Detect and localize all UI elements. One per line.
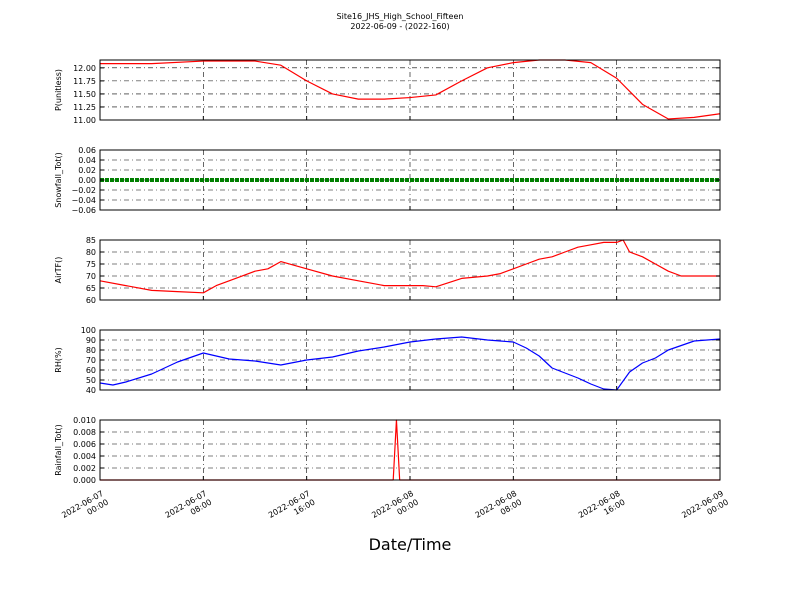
panel-2-ytick-label-1: −0.04 xyxy=(71,196,96,205)
panel-3-ylabel: AirTF() xyxy=(54,257,63,284)
panel-2: −0.06−0.04−0.020.000.020.040.06 Snowfall_… xyxy=(54,146,721,215)
panel-3-ytick-label-0: 60 xyxy=(86,296,96,305)
panel-1-ytick-label-2: 11.50 xyxy=(73,90,96,99)
panel-5-ytick-label-5: 0.010 xyxy=(73,416,96,425)
chart-title-line2: 2022-06-09 - (2022-160) xyxy=(350,22,449,31)
panel-2-ytick-label-4: 0.02 xyxy=(78,166,96,175)
panel-4-ytick-label-2: 60 xyxy=(86,366,96,375)
panel-4-ytick-label-1: 50 xyxy=(86,376,96,385)
panel-4-ytick-label-0: 40 xyxy=(86,386,96,395)
panel-1-series-line xyxy=(100,59,721,120)
panel-3: 60 65 70 75 80 85 AirTF() xyxy=(54,236,721,305)
panel-1-ytick-label-3: 11.75 xyxy=(73,77,96,86)
panel-2-ytick-label-2: −0.02 xyxy=(71,186,96,195)
panel-2-ytick-label-5: 0.04 xyxy=(78,156,96,165)
x-axis-label: Date/Time xyxy=(369,535,452,554)
panel-3-ytick-label-1: 65 xyxy=(86,284,96,293)
panel-4-ytick-label-3: 70 xyxy=(86,356,96,365)
panel-1: 11.00 11.25 11.50 11.75 12.00 P(unitless) xyxy=(54,59,721,125)
panel-3-ytick-label-4: 80 xyxy=(86,248,96,257)
panel-1-ytick-label-0: 11.00 xyxy=(73,116,96,125)
panel-4-ytick-label-6: 100 xyxy=(81,326,96,335)
panel-5-ytick-label-2: 0.004 xyxy=(73,452,96,461)
panel-4-series-line xyxy=(99,336,721,391)
panel-4-ylabel: RH(%) xyxy=(54,347,63,372)
chart-title-line1: Site16_JHS_High_School_Fifteen xyxy=(337,12,464,21)
panel-5-ytick-label-4: 0.008 xyxy=(73,428,96,437)
panel-4-ytick-label-5: 90 xyxy=(86,336,96,345)
panel-4-ytick-label-4: 80 xyxy=(86,346,96,355)
panel-5-ytick-label-0: 0.000 xyxy=(73,476,96,485)
panel-2-ytick-label-6: 0.06 xyxy=(78,146,96,155)
panel-1-ytick-label-4: 12.00 xyxy=(73,64,96,73)
panel-1-ylabel: P(unitless) xyxy=(54,69,63,111)
panel-2-ytick-label-0: −0.06 xyxy=(71,206,96,215)
panel-3-ytick-label-2: 70 xyxy=(86,272,96,281)
panel-3-series-line xyxy=(99,239,720,294)
panel-2-ylabel: Snowfall_Tot() xyxy=(54,152,63,208)
panel-5-ylabel: Rainfall_Tot() xyxy=(54,424,63,476)
panel-5-ytick-label-3: 0.006 xyxy=(73,440,96,449)
panel-5: 0.000 0.002 0.004 0.006 0.008 0.010 Rainfall_T… xyxy=(54,416,721,485)
panel-1-ytick-label-1: 11.25 xyxy=(73,103,96,112)
panel-3-ytick-label-5: 85 xyxy=(86,236,96,245)
chart-panels: 11.00 11.25 11.50 11.75 12.00 P(unitless) −0.0… xyxy=(54,59,721,485)
panel-3-ytick-label-3: 75 xyxy=(86,260,96,269)
panel-2-ytick-label-3: 0.00 xyxy=(78,176,96,185)
panel-5-ytick-label-1: 0.002 xyxy=(73,464,96,473)
